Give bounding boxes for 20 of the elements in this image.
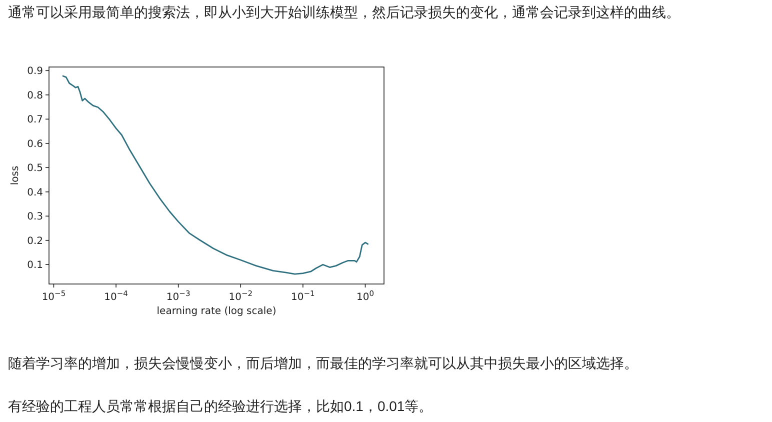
y-tick-label: 0.4 <box>27 187 43 198</box>
y-tick-label: 0.6 <box>27 138 43 150</box>
text: 随着学习率的增加，损失会慢慢变小，而后增加，而最佳的学习率就可以从其中损失最小的区域选择。 <box>8 355 638 373</box>
x-tick-label: 10$^{−5}$ <box>42 288 66 303</box>
text: 有经验的工程人员常常根据自己的经验进行选择，比如0.1，0.01等。 <box>8 398 433 416</box>
y-tick-label: 0.1 <box>27 260 43 272</box>
text: 通常可以采用最简单的搜索法，即从小到大开始训练模型，然后记录损失的变化，通常会记录到这样的曲线。 <box>8 4 680 22</box>
y-tick-label: 0.9 <box>27 66 43 78</box>
y-axis-title: loss <box>10 166 21 186</box>
x-axis-title: learning rate (log scale) <box>156 306 276 317</box>
x-tick-label: 10$^{−3}$ <box>166 288 190 303</box>
y-tick-label: 0.7 <box>27 114 43 126</box>
y-tick-label: 0.3 <box>27 212 43 223</box>
x-tick-label: 10$^{−1}$ <box>291 288 316 303</box>
x-tick-label: 10$^{0}$ <box>356 288 374 303</box>
y-tick-label: 0.5 <box>27 163 43 174</box>
x-tick-label: 10$^{−2}$ <box>228 288 253 303</box>
x-tick-label: 10$^{−4}$ <box>104 288 128 303</box>
y-tick-label: 0.8 <box>27 90 43 102</box>
y-tick-label: 0.2 <box>27 236 43 247</box>
